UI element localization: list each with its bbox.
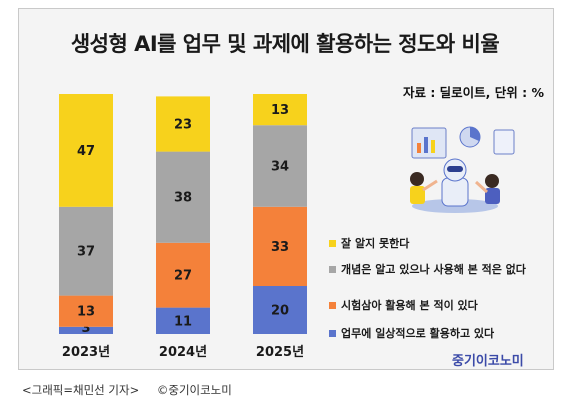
data-label: 47 bbox=[77, 144, 95, 159]
bar-segment bbox=[253, 125, 307, 207]
bar-segment bbox=[59, 94, 113, 207]
chart-title: 생성형 AI를 업무 및 과제에 활용하는 정도와 비율 bbox=[70, 32, 500, 56]
category-label: 2024년 bbox=[159, 345, 207, 360]
brand-logo: 중기이코노미 bbox=[452, 354, 524, 369]
data-label: 13 bbox=[271, 103, 289, 118]
bar-segment bbox=[156, 307, 210, 334]
legend-item: 개념은 알고 있으나 사용해 본 적은 없다 bbox=[329, 263, 534, 277]
legend-swatch bbox=[329, 266, 336, 273]
legend-label: 시험삼아 활용해 본 적이 있다 bbox=[341, 299, 478, 312]
caption-credit: <그래픽=채민선 기자> bbox=[22, 383, 140, 397]
legend-swatch bbox=[329, 330, 336, 337]
data-label: 37 bbox=[77, 245, 95, 260]
source-note: 자료 : 딜로이트, 단위 : % bbox=[402, 85, 544, 100]
data-label: 38 bbox=[174, 191, 192, 206]
data-label: 27 bbox=[174, 269, 192, 284]
legend-label: 개념은 알고 있으나 사용해 본 적은 없다 bbox=[341, 263, 526, 276]
data-label: 3 bbox=[81, 321, 90, 336]
bar-segment bbox=[156, 151, 210, 243]
legend-swatch bbox=[329, 240, 336, 247]
bar-segment bbox=[59, 326, 113, 334]
data-label: 33 bbox=[271, 240, 289, 255]
legend-label: 업무에 일상적으로 활용하고 있다 bbox=[341, 327, 495, 340]
category-label: 2023년 bbox=[62, 345, 110, 360]
bar-segment bbox=[253, 206, 307, 286]
bar-segment bbox=[253, 286, 307, 334]
legend-item: 잘 알지 못한다 bbox=[329, 237, 534, 251]
data-label: 13 bbox=[77, 305, 95, 320]
bar-segment bbox=[156, 242, 210, 308]
legend-item: 시험삼아 활용해 본 적이 있다 bbox=[329, 299, 534, 313]
data-label: 11 bbox=[174, 314, 192, 329]
bar-segment bbox=[253, 94, 307, 126]
caption: <그래픽=채민선 기자> ©중기이코노미 bbox=[22, 382, 246, 398]
bar-segment bbox=[59, 295, 113, 327]
legend-item: 업무에 일상적으로 활용하고 있다 bbox=[329, 327, 534, 341]
robot-illustration bbox=[410, 126, 515, 213]
legend-label: 잘 알지 못한다 bbox=[341, 237, 410, 250]
caption-copyright: ©중기이코노미 bbox=[156, 383, 232, 397]
bar-segment bbox=[59, 206, 113, 296]
category-label: 2025년 bbox=[256, 345, 304, 360]
data-label: 34 bbox=[271, 160, 289, 175]
legend-swatch bbox=[329, 302, 336, 309]
data-label: 23 bbox=[174, 118, 192, 133]
data-label: 20 bbox=[271, 304, 289, 319]
bar-segment bbox=[156, 96, 210, 152]
